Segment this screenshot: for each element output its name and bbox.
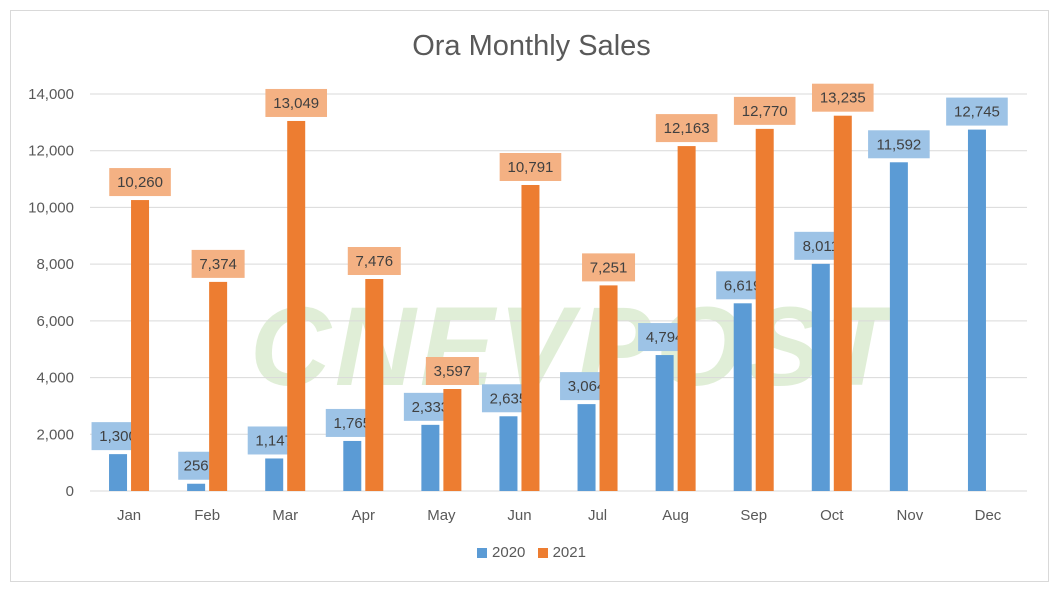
legend-item-2021: 2021 (537, 544, 586, 561)
bar-2021-Apr (365, 279, 384, 491)
bar-2021-Feb (209, 281, 228, 491)
bar-2020-Apr (343, 440, 362, 491)
data-label-2021-Sep: 12,770 (742, 103, 788, 120)
data-label-box (347, 247, 401, 276)
y-tick-label: 12,000 (28, 143, 74, 160)
chart-title: Ora Monthly Sales (412, 30, 651, 62)
data-label-box (425, 356, 479, 385)
y-tick-label: 0 (66, 483, 74, 500)
legend-swatch-2021 (537, 547, 548, 558)
data-label-box (655, 114, 718, 143)
legend-item-2020: 2020 (477, 544, 525, 561)
data-label-box (265, 88, 328, 117)
data-label-2020-Nov: 11,592 (876, 136, 921, 153)
x-tick-label: Apr (352, 507, 375, 524)
x-tick-label: Jul (588, 507, 607, 524)
bar-2020-Jan (109, 454, 128, 491)
bar-2020-Sep (733, 303, 752, 491)
bar-2021-May (443, 388, 462, 491)
data-label-2020-Aug: 4,794 (646, 329, 684, 346)
data-label-2021-Mar: 13,049 (273, 95, 319, 112)
data-label-2021-Aug: 12,163 (664, 120, 710, 137)
x-tick-label: Jun (507, 507, 531, 524)
data-label-2020-Oct: 8,011 (803, 238, 839, 255)
data-label-2020-Dec: 12,745 (954, 104, 1000, 121)
legend-label-2020: 2020 (492, 544, 526, 561)
chart-frame (10, 10, 1049, 582)
bar-2020-Aug (655, 355, 674, 491)
legend-label-2021: 2021 (552, 544, 586, 561)
data-label-box (868, 130, 930, 159)
legend: 2020 2021 (0, 544, 1063, 562)
data-label-2021-Apr: 7,476 (356, 253, 394, 270)
data-label-2020-May: 2,333 (412, 399, 450, 416)
data-label-2021-Jan: 10,260 (117, 174, 163, 191)
data-label-2020-Jun: 2,635 (490, 390, 528, 407)
x-tick-label: Mar (272, 507, 298, 524)
y-tick-label: 2,000 (36, 426, 74, 443)
bar-2021-Jan (131, 200, 150, 491)
x-tick-label: May (427, 507, 456, 524)
data-label-box (191, 249, 245, 278)
bar-2020-Feb (187, 483, 206, 491)
bar-2021-Jun (521, 184, 540, 491)
data-label-box (733, 96, 796, 125)
y-tick-label: 4,000 (36, 370, 74, 387)
bar-2020-Jul (577, 404, 596, 491)
data-label-box (811, 83, 874, 112)
data-label-2020-Jul: 3,064 (568, 378, 606, 395)
data-label-2020-Feb: 256 (184, 458, 209, 475)
data-label-2020-Jan: 1,300 (99, 428, 137, 445)
data-label-box (582, 253, 636, 282)
x-tick-label: Dec (975, 507, 1002, 524)
bar-2020-Oct (811, 263, 830, 491)
data-label-2021-May: 3,597 (434, 363, 472, 380)
bar-2021-Jul (599, 285, 618, 491)
data-label-box (946, 97, 1008, 126)
data-label-2020-Apr: 1,765 (334, 415, 372, 432)
data-label-2021-Oct: 13,235 (820, 90, 866, 107)
y-tick-label: 14,000 (28, 86, 74, 103)
x-tick-label: Sep (740, 507, 767, 524)
bar-2020-May (421, 424, 440, 491)
x-tick-label: Jan (117, 507, 141, 524)
bar-2021-Mar (287, 120, 306, 491)
x-tick-label: Aug (662, 507, 689, 524)
x-tick-label: Oct (820, 507, 844, 524)
data-label-2021-Jun: 10,791 (508, 159, 554, 176)
bar-2020-Dec (967, 129, 986, 492)
data-label-box (178, 451, 215, 480)
bar-2021-Oct (833, 115, 852, 492)
bar-2020-Nov (889, 162, 908, 491)
data-label-2021-Feb: 7,374 (199, 256, 237, 273)
bar-2021-Sep (755, 128, 774, 492)
data-label-2021-Jul: 7,251 (590, 259, 628, 276)
legend-swatch-2020 (477, 547, 488, 558)
bar-2020-Jun (499, 416, 518, 491)
y-tick-label: 10,000 (28, 199, 74, 216)
data-label-box (109, 168, 171, 197)
data-label-box (499, 152, 562, 181)
y-tick-label: 6,000 (36, 313, 74, 330)
data-label-2020-Mar: 1,147 (255, 432, 293, 449)
bar-2020-Mar (265, 458, 284, 491)
y-tick-label: 8,000 (36, 256, 74, 273)
x-tick-label: Feb (194, 507, 220, 524)
x-tick-label: Nov (897, 507, 924, 524)
data-label-2020-Sep: 6,619 (724, 277, 762, 294)
bar-2021-Aug (677, 146, 696, 491)
